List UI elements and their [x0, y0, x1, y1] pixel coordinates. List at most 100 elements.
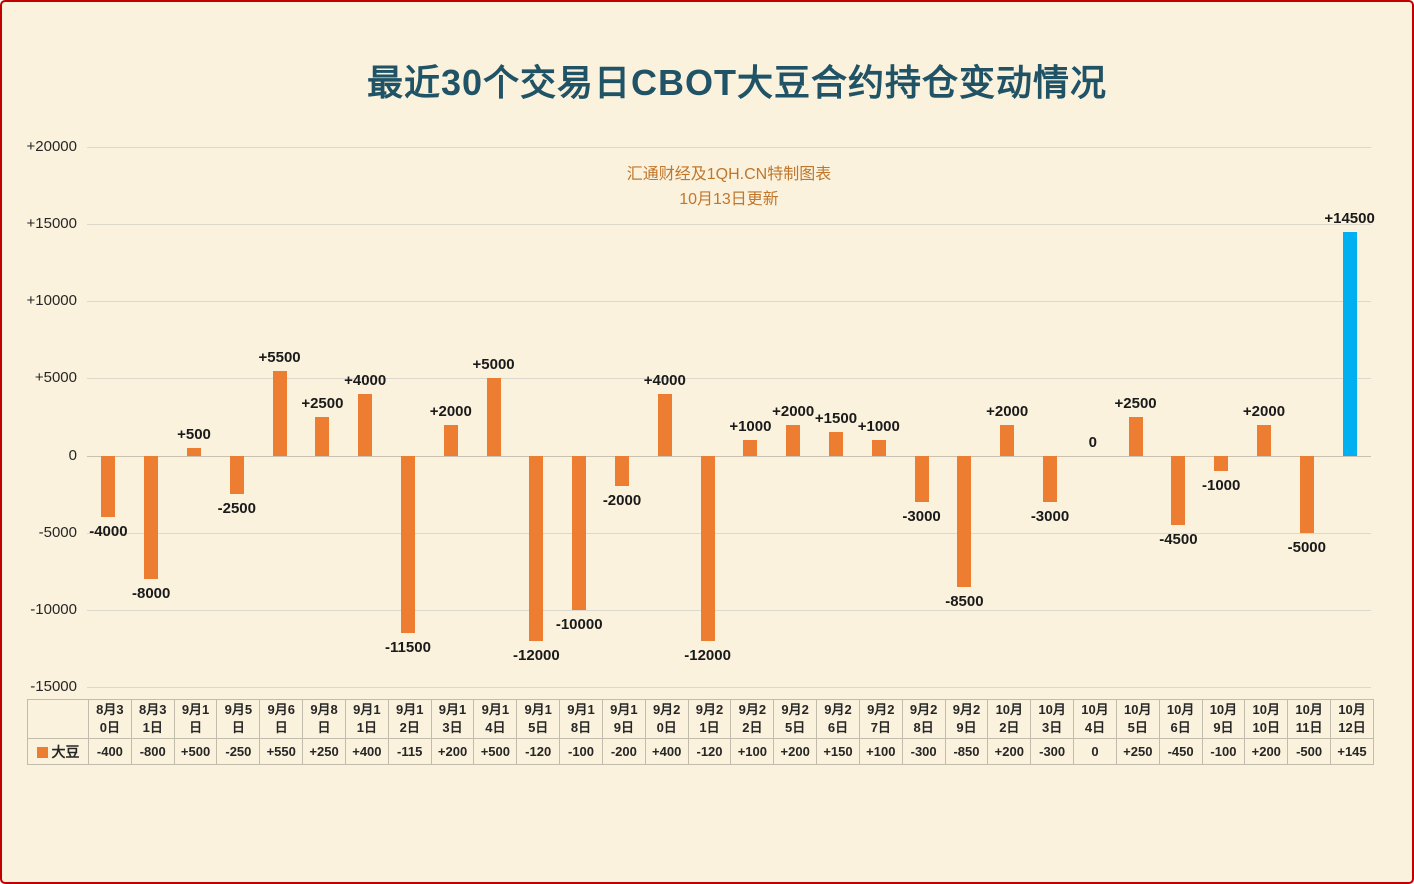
bar-value-label: -12000: [684, 646, 731, 664]
bar-value-label: +4000: [344, 371, 387, 389]
date-header-cell: 10月 6日: [1158, 699, 1203, 739]
value-cell: -500: [1287, 738, 1332, 765]
value-cell: -450: [1158, 738, 1203, 765]
bar-10月5日: [1128, 417, 1143, 456]
value-cell: +200: [430, 738, 475, 765]
value-cell: -400: [88, 738, 132, 765]
bar-9月5日: [229, 455, 244, 495]
bar-value-label: -4000: [89, 523, 128, 541]
y-axis-tick-label: -10000: [30, 600, 77, 618]
bar-9月26日: [829, 432, 843, 456]
bar-9月18日: [572, 455, 587, 610]
bar-10月6日: [1171, 455, 1186, 525]
bar-value-label: -10000: [555, 615, 603, 633]
value-cell: +200: [1244, 738, 1289, 765]
bar-9月21日: [700, 455, 715, 641]
date-header-cell: 10月 11日: [1287, 699, 1332, 739]
bar-value-label: -3000: [1030, 507, 1070, 525]
date-header-cell: 10月 2日: [987, 699, 1032, 739]
gridline: [87, 301, 1371, 303]
bar-9月27日: [871, 440, 886, 456]
bar-10月9日: [1214, 455, 1229, 471]
legend-swatch-icon: [36, 746, 48, 758]
value-cell: -250: [216, 738, 261, 765]
gridline: [87, 532, 1371, 534]
gridline: [87, 455, 1371, 457]
gridline: [87, 378, 1371, 380]
bar-9月12日: [401, 455, 415, 633]
bar-value-label: 0: [1088, 433, 1097, 451]
bar-value-label: +2500: [301, 395, 344, 412]
value-cell: -200: [601, 738, 646, 765]
bar-10月3日: [1043, 455, 1057, 502]
value-cell: -850: [944, 738, 989, 765]
value-cell: +400: [344, 738, 389, 765]
table-corner-blank: [27, 699, 89, 739]
bar-9月22日: [743, 440, 758, 456]
bar-9月8日: [315, 417, 330, 456]
date-header-cell: 9月1 4日: [473, 699, 518, 739]
y-axis-tick-label: +10000: [26, 292, 77, 310]
gridline: [87, 609, 1371, 611]
bar-9月20日: [657, 393, 672, 456]
date-header-cell: 9月2 0日: [644, 699, 689, 739]
date-header-cell: 9月8 日: [302, 699, 346, 739]
date-header-cell: 9月2 8日: [901, 699, 946, 739]
chart-annotation: 汇通财经及1QH.CN特制图表 10月13日更新: [87, 162, 1371, 212]
date-header-cell: 9月2 9日: [944, 699, 989, 739]
date-header-cell: 10月 5日: [1115, 699, 1160, 739]
legend-label: 大豆: [51, 743, 80, 760]
bar-10月2日: [1000, 424, 1015, 456]
y-axis-tick-label: +15000: [26, 215, 77, 233]
bar-value-label: +2000: [772, 402, 815, 420]
bar-9月28日: [914, 455, 929, 502]
bar-value-label: +2000: [429, 402, 472, 420]
date-header-cell: 8月3 1日: [130, 699, 175, 739]
bar-9月1日: [187, 447, 201, 456]
value-cell: +500: [173, 738, 218, 765]
date-header-cell: 9月2 7日: [858, 699, 903, 739]
bar-value-label: +4000: [643, 371, 686, 389]
bar-9月29日: [957, 455, 972, 587]
value-cell: +200: [773, 738, 818, 765]
date-header-cell: 9月2 6日: [816, 699, 860, 739]
legend-cell: 大豆: [27, 738, 89, 765]
bar-10月11日: [1299, 455, 1314, 533]
value-cell: +250: [1115, 738, 1160, 765]
bar-value-label: +2500: [1114, 395, 1157, 412]
bar-9月15日: [529, 455, 544, 641]
bar-value-label: -2000: [602, 492, 642, 510]
date-header-cell: 10月 10日: [1244, 699, 1289, 739]
value-cell: -300: [1030, 738, 1075, 765]
value-cell: +100: [730, 738, 775, 765]
bar-value-label: -8000: [132, 585, 171, 602]
bar-value-label: +2000: [986, 402, 1029, 420]
value-cell: +250: [302, 738, 346, 765]
value-cell: +100: [858, 738, 903, 765]
value-cell: -800: [130, 738, 175, 765]
y-axis-tick-label: +5000: [34, 369, 77, 387]
value-cell: -120: [516, 738, 561, 765]
value-cell: +200: [987, 738, 1032, 765]
date-header-cell: 10月 4日: [1073, 699, 1117, 739]
bar-9月6日: [272, 370, 287, 456]
value-cell: +145: [1330, 738, 1374, 765]
date-header-cell: 9月5 日: [216, 699, 261, 739]
y-axis-tick-label: 0: [68, 446, 77, 464]
bar-10月10日: [1257, 424, 1271, 456]
date-header-cell: 9月1 日: [173, 699, 218, 739]
value-cell: -100: [1201, 738, 1246, 765]
chart-title: 最近30个交易日CBOT大豆合约持仓变动情况: [366, 62, 1108, 103]
bar-9月13日: [443, 424, 458, 456]
bar-value-label: +500: [177, 425, 211, 443]
bar-9月14日: [486, 378, 501, 456]
y-axis-tick-label: +20000: [26, 138, 77, 155]
value-cell: -100: [559, 738, 603, 765]
date-header-cell: 9月2 2日: [730, 699, 775, 739]
bar-value-label: -4500: [1159, 531, 1198, 548]
y-axis-tick-label: -5000: [38, 523, 77, 541]
bar-9月19日: [615, 455, 629, 487]
date-header-cell: 9月2 1日: [687, 699, 732, 739]
bar-8月30日: [101, 455, 116, 518]
